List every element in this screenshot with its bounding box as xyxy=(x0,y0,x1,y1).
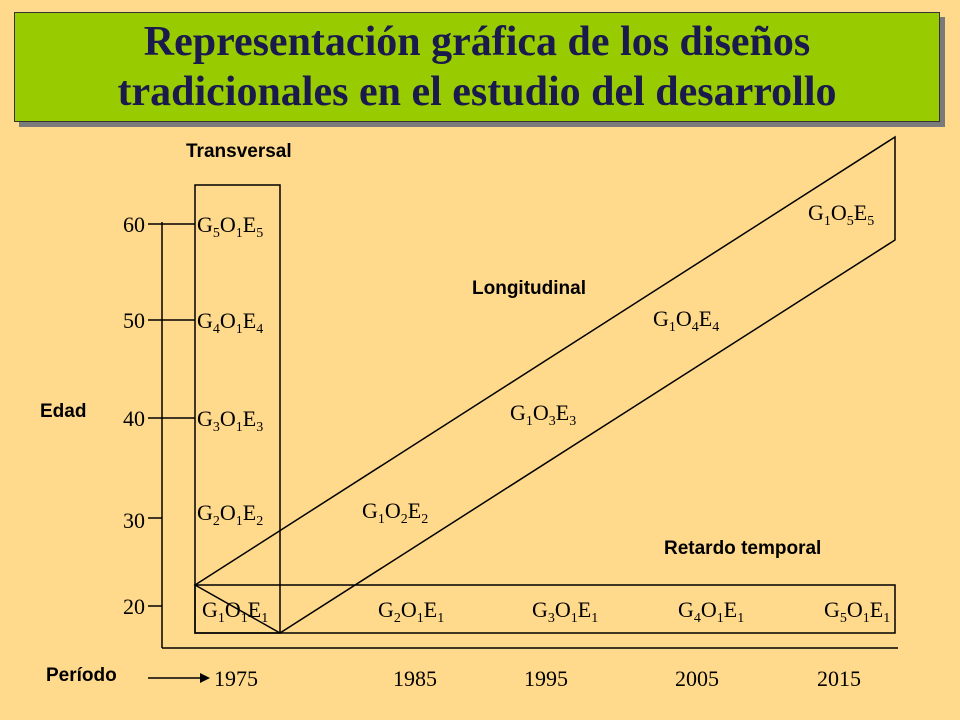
page-title: Representación gráfica de los diseños tr… xyxy=(117,17,836,117)
label-edad: Edad xyxy=(40,401,86,422)
retardo-cell: G4O1E1 xyxy=(678,597,744,626)
age-label: 40 xyxy=(123,406,145,431)
year-label: 1985 xyxy=(393,666,437,691)
title-box: Representación gráfica de los diseños tr… xyxy=(14,12,940,122)
label-transversal: Transversal xyxy=(186,141,292,162)
transversal-cell: G3O1E3 xyxy=(197,406,263,435)
age-label: 50 xyxy=(123,308,145,333)
retardo-cell: G5O1E1 xyxy=(824,597,890,626)
transversal-cell: G5O1E5 xyxy=(197,212,263,241)
longitudinal-cell: G1O5E5 xyxy=(808,200,874,229)
year-label: 1995 xyxy=(524,666,568,691)
age-label: 20 xyxy=(123,594,145,619)
longitudinal-cell: G1O3E3 xyxy=(510,400,576,429)
label-longitudinal: Longitudinal xyxy=(472,278,586,299)
label-periodo: Período xyxy=(46,665,117,686)
year-label: 2015 xyxy=(817,666,861,691)
longitudinal-cell: G1O2E2 xyxy=(362,498,428,527)
transversal-cell: G4O1E4 xyxy=(197,308,263,337)
age-label: 30 xyxy=(123,508,145,533)
retardo-cell: G2O1E1 xyxy=(378,597,444,626)
title-line-1: Representación gráfica de los diseños xyxy=(143,19,811,65)
title-line-2: tradicionales en el estudio del desarrol… xyxy=(117,69,837,115)
label-retardo: Retardo temporal xyxy=(664,538,821,559)
longitudinal-band xyxy=(193,135,896,634)
age-label: 60 xyxy=(123,212,145,237)
retardo-cell: G3O1E1 xyxy=(532,597,598,626)
retardo-box xyxy=(194,584,896,634)
year-label: 2005 xyxy=(675,666,719,691)
year-label: 1975 xyxy=(214,666,258,691)
retardo-cell: G1O1E1 xyxy=(202,597,268,626)
longitudinal-cell: G1O4E4 xyxy=(653,306,719,335)
transversal-cell: G2O1E2 xyxy=(197,500,263,529)
periodo-arrow-head xyxy=(200,673,210,683)
